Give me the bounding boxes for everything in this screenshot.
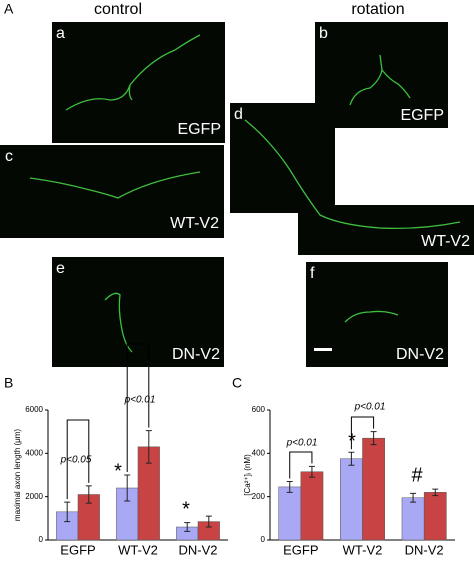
image-letter: d: [234, 106, 243, 123]
error-bar: [348, 451, 355, 466]
micrograph: d WT-V2: [230, 103, 474, 255]
y-axis-label: maximal axon length (μm): [13, 429, 22, 522]
significance-bracket: [289, 451, 313, 479]
annotation: *: [114, 460, 122, 482]
x-tick-label: EGFP: [60, 542, 95, 557]
bar: [278, 486, 302, 541]
micrograph: e DN-V2: [52, 257, 224, 367]
micrograph: a EGFP: [52, 22, 225, 143]
y-tick-label: 4000: [25, 448, 43, 457]
image-letter: a: [56, 25, 65, 42]
y-tick-label: 6000: [25, 405, 43, 414]
bar: [401, 497, 425, 541]
x-tick-label: WT-V2: [118, 542, 158, 557]
y-axis-label: [Ca²⁺]ᵢ (nM): [243, 454, 252, 496]
image-letter: b: [319, 25, 328, 42]
image-label: WT-V2: [421, 233, 470, 250]
bar: [423, 492, 447, 541]
bar: [340, 458, 363, 541]
error-bar: [410, 492, 417, 503]
x-tick-label: WT-V2: [343, 542, 383, 557]
image-label: EGFP: [400, 107, 444, 124]
x-tick-label: EGFP: [283, 542, 318, 557]
image-letter: f: [310, 265, 315, 282]
y-tick-label: 600: [252, 405, 266, 414]
error-bar: [145, 430, 152, 464]
y-tick-label: 2000: [25, 492, 43, 501]
image-label: DN-V2: [172, 346, 220, 363]
column-title: rotation: [351, 1, 404, 18]
error-bar: [286, 481, 293, 493]
error-bar: [370, 431, 377, 446]
column-title: control: [94, 1, 142, 18]
error-bar: [184, 522, 191, 532]
bar: [362, 437, 385, 541]
panel-letter: A: [4, 1, 14, 17]
micrograph: b EGFP: [315, 22, 448, 128]
image-letter: e: [56, 260, 65, 277]
significance-bracket: [66, 419, 90, 500]
image-label: EGFP: [177, 121, 221, 138]
error-bar: [205, 515, 212, 528]
annotation: *: [182, 498, 190, 520]
x-tick-label: DN-V2: [178, 542, 217, 557]
error-bar: [64, 501, 71, 523]
bar: [300, 471, 324, 541]
significance-bracket: [350, 416, 375, 450]
y-tick-label: 0: [39, 535, 44, 544]
image-letter: c: [5, 148, 13, 165]
y-tick-label: 400: [252, 448, 266, 457]
annotation: p<0.01: [354, 402, 386, 413]
annotation: *: [348, 430, 356, 452]
annotation: #: [411, 464, 423, 486]
error-bar: [432, 488, 439, 497]
error-bar: [124, 474, 131, 502]
y-tick-label: 200: [252, 492, 266, 501]
error-bar: [85, 485, 92, 504]
annotation: p<0.05: [60, 455, 92, 466]
error-bar: [308, 465, 315, 478]
panel-letter: C: [232, 375, 242, 391]
panel-letter: B: [4, 375, 13, 391]
annotation: p<0.01: [124, 395, 156, 406]
micrograph: f DN-V2: [306, 262, 448, 367]
image-label: DN-V2: [396, 346, 444, 363]
y-tick-label: 0: [261, 535, 266, 544]
image-label: WT-V2: [170, 215, 219, 232]
annotation: p<0.01: [286, 438, 318, 449]
micrograph: c WT-V2: [0, 145, 224, 238]
x-tick-label: DN-V2: [405, 542, 444, 557]
significance-bracket: [126, 343, 150, 472]
